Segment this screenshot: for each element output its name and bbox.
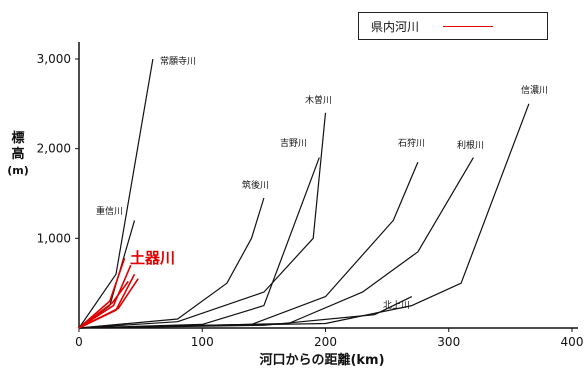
series-label: 筑後川 [242,179,269,191]
x-tick-label: 400 [561,335,584,349]
y-tick-label: 3,000 [37,52,71,66]
series-label: 北上川 [383,300,410,311]
y-axis-label: 標高(m) [7,130,29,177]
series-line-常願寺川 [78,58,154,329]
series-label: 吉野川 [280,138,307,149]
series-line-prefecture-river-13 [78,278,139,329]
series-line-信濃川 [78,103,530,329]
series-layer [78,58,530,329]
x-axis-label: 河口からの距離(km) [259,352,384,368]
series-line-prefecture-river-10 [78,264,132,329]
series-line-北上川 [78,296,413,329]
y-tick-label: 1,000 [37,231,71,245]
x-tick-label: 200 [314,335,337,349]
series-label: 重信川 [96,205,123,217]
series-label: 石狩川 [398,137,425,149]
series-line-筑後川 [78,197,265,329]
legend-line-swatch [443,26,493,27]
series-line-木曽川 [78,112,327,329]
axes: 0 100 200 300 400 1,000 2,000 3,000 標高(m) [7,42,583,349]
series-line-prefecture-river-9 [78,257,126,329]
series-label: 常願寺川 [160,55,196,67]
x-tick-label: 300 [437,335,460,349]
series-line-利根川 [78,157,474,329]
series-label: 木曽川 [305,94,332,106]
x-tick-label: 100 [191,335,214,349]
highlight-label: 土器川 [130,249,175,267]
x-tick-label: 0 [75,335,83,349]
y-tick-label: 2,000 [37,142,71,156]
legend-label: 県内河川 [371,20,420,34]
series-label: 信濃川 [521,84,548,96]
series-line-prefecture-river-12 [78,280,129,329]
series-label: 利根川 [457,139,484,151]
legend: 県内河川 [358,12,548,40]
